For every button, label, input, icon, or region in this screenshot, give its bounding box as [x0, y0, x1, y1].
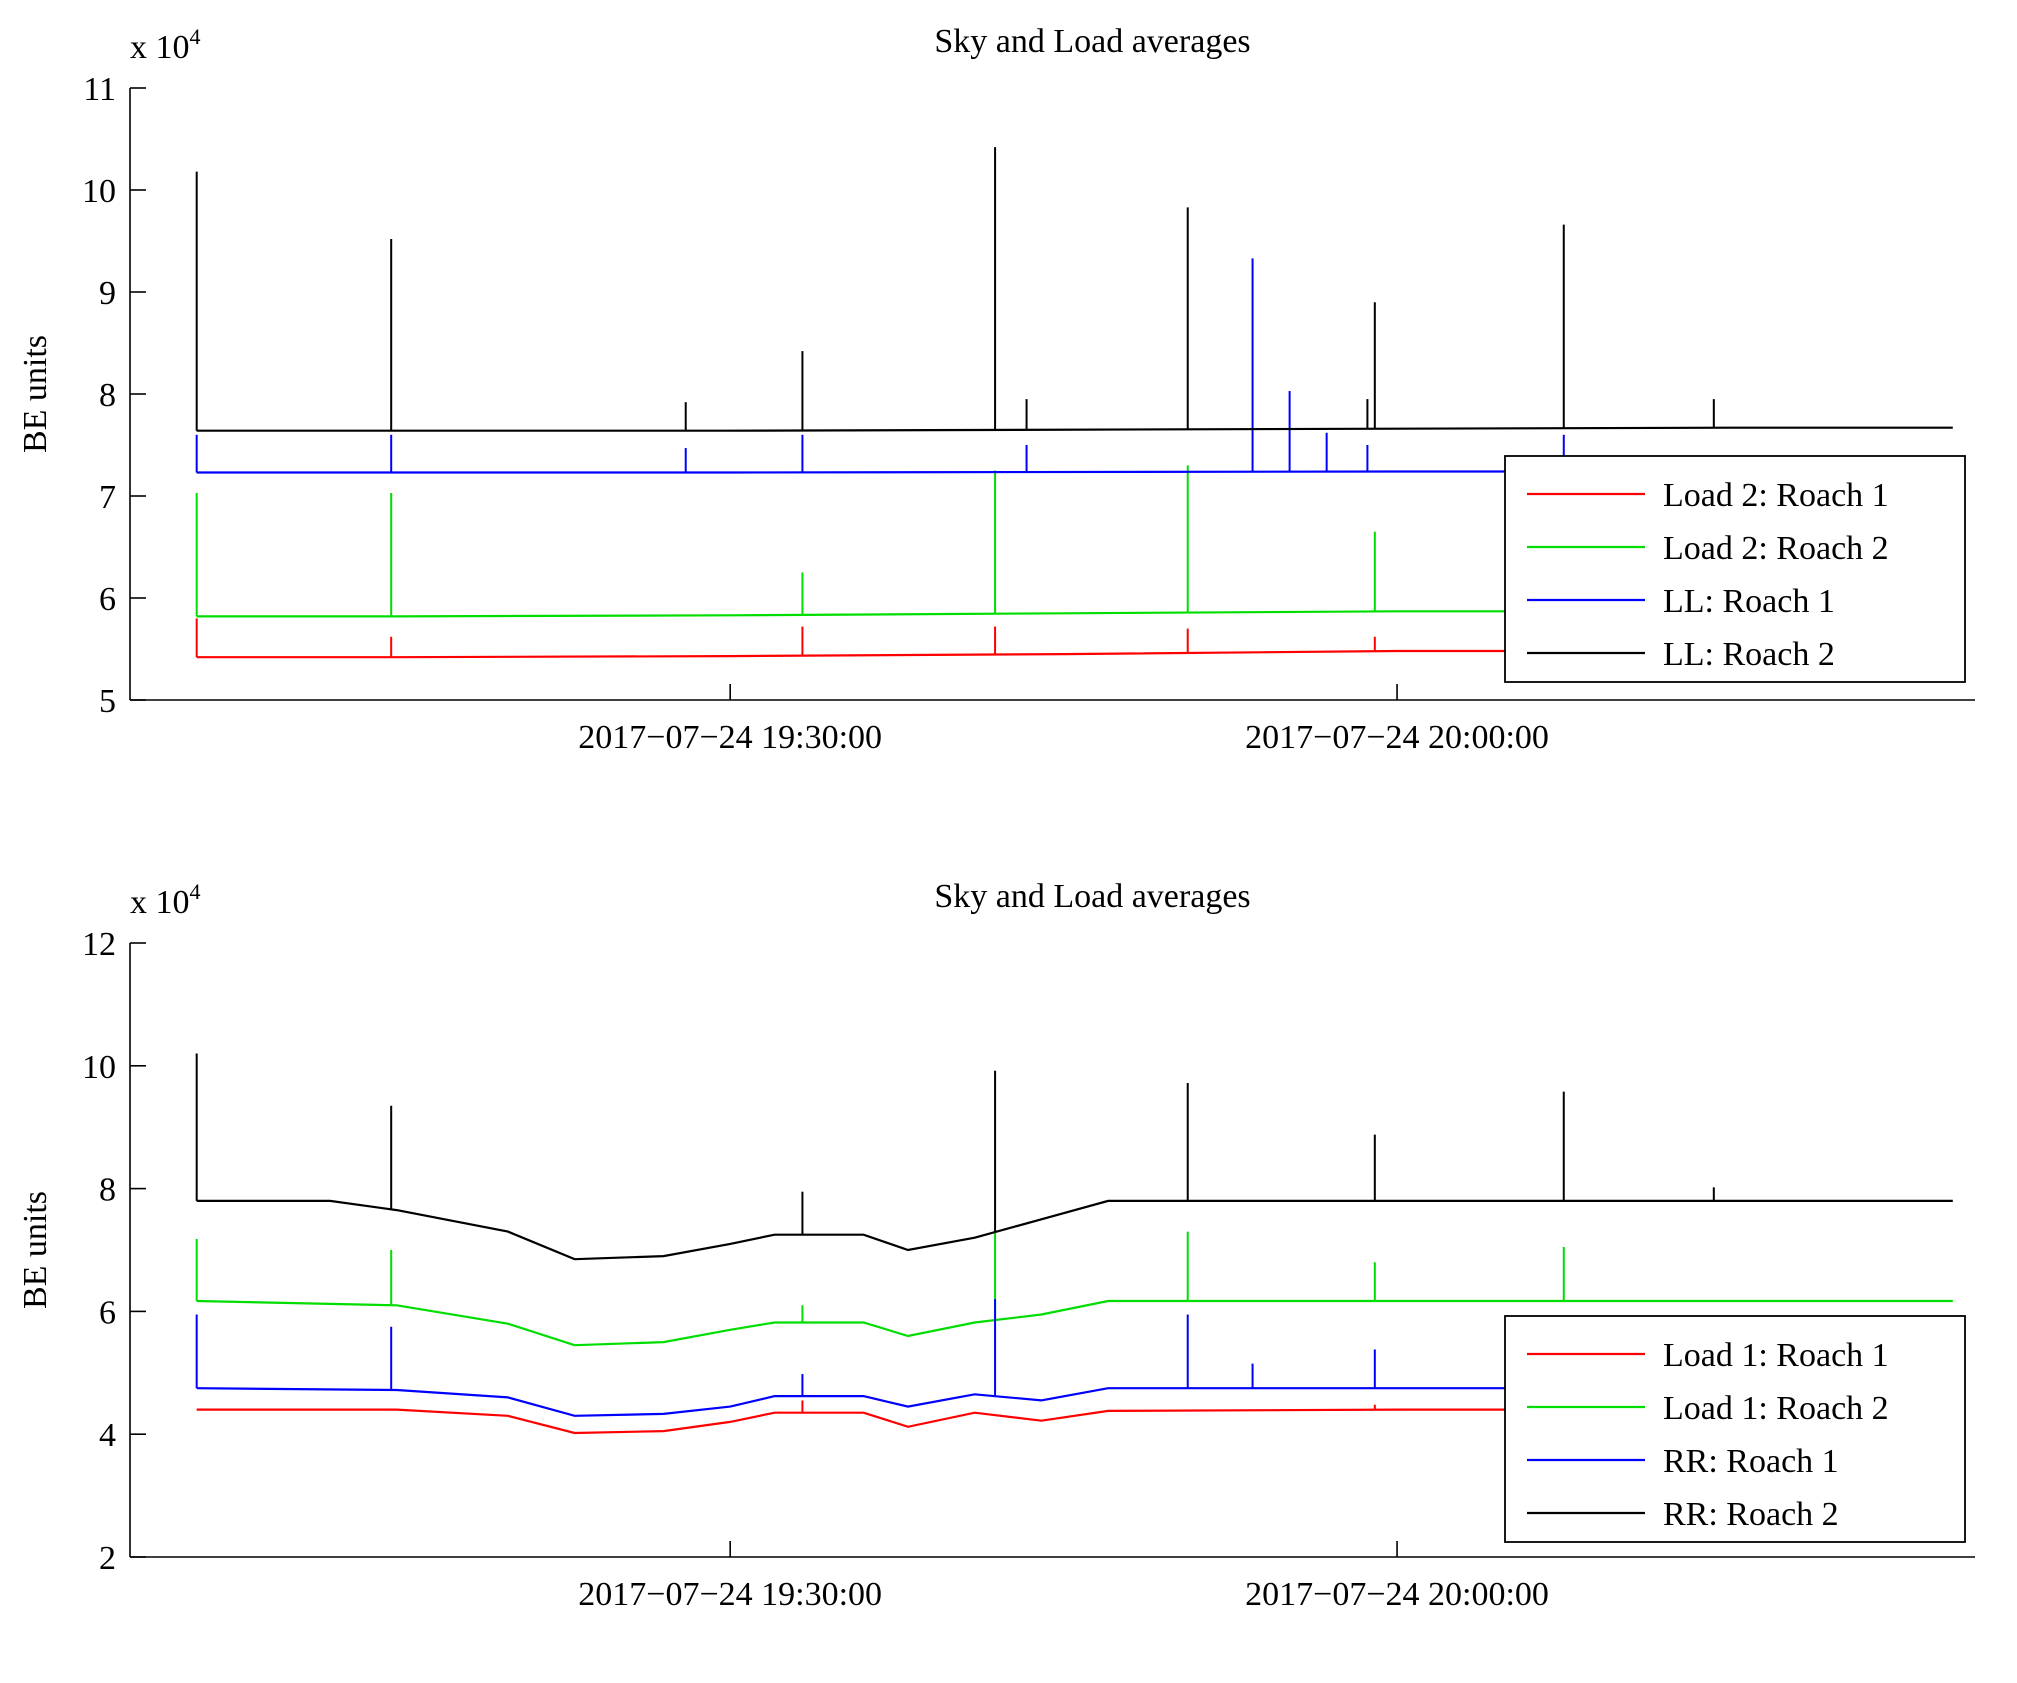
y-multiplier: x 104	[130, 24, 201, 66]
y-tick-label: 4	[99, 1417, 116, 1454]
series-line	[196, 470, 1509, 474]
y-tick-label: 12	[82, 926, 116, 963]
y-tick-label: 2	[99, 1540, 116, 1577]
y-multiplier: x 104	[130, 879, 201, 921]
y-tick-label: 6	[99, 1294, 116, 1331]
series-line	[196, 426, 1953, 432]
chart-title: Sky and Load averages	[934, 23, 1250, 60]
y-tick-label: 7	[99, 479, 116, 516]
series-line	[196, 1299, 1953, 1347]
y-axis-label: BE units	[17, 335, 54, 453]
y-tick-label: 8	[99, 377, 116, 414]
legend-label: LL: Roach 1	[1663, 583, 1835, 620]
legend-label: Load 2: Roach 2	[1663, 530, 1889, 567]
legend-label: RR: Roach 1	[1663, 1443, 1839, 1480]
legend-label: Load 2: Roach 1	[1663, 477, 1889, 514]
y-tick-label: 8	[99, 1172, 116, 1209]
y-tick-label: 10	[82, 1049, 116, 1086]
series-line	[196, 1387, 1953, 1417]
series-line	[196, 1199, 1953, 1261]
y-tick-label: 5	[99, 683, 116, 720]
legend-label: Load 1: Roach 1	[1663, 1337, 1889, 1374]
chart-title: Sky and Load averages	[934, 878, 1250, 915]
y-tick-label: 6	[99, 581, 116, 618]
series-line	[196, 1408, 1953, 1435]
series-line	[196, 610, 1509, 618]
x-tick-label: 2017−07−24 20:00:00	[1245, 1576, 1549, 1613]
legend-label: Load 1: Roach 2	[1663, 1390, 1889, 1427]
y-axis-label: BE units	[17, 1191, 54, 1309]
y-tick-label: 10	[82, 173, 116, 210]
y-tick-label: 11	[83, 71, 116, 108]
legend-label: RR: Roach 2	[1663, 1496, 1839, 1533]
x-tick-label: 2017−07−24 19:30:00	[578, 1576, 882, 1613]
y-tick-label: 9	[99, 275, 116, 312]
legend-label: LL: Roach 2	[1663, 636, 1835, 673]
x-tick-label: 2017−07−24 19:30:00	[578, 719, 882, 756]
series-line	[196, 649, 1509, 659]
x-tick-label: 2017−07−24 20:00:00	[1245, 719, 1549, 756]
